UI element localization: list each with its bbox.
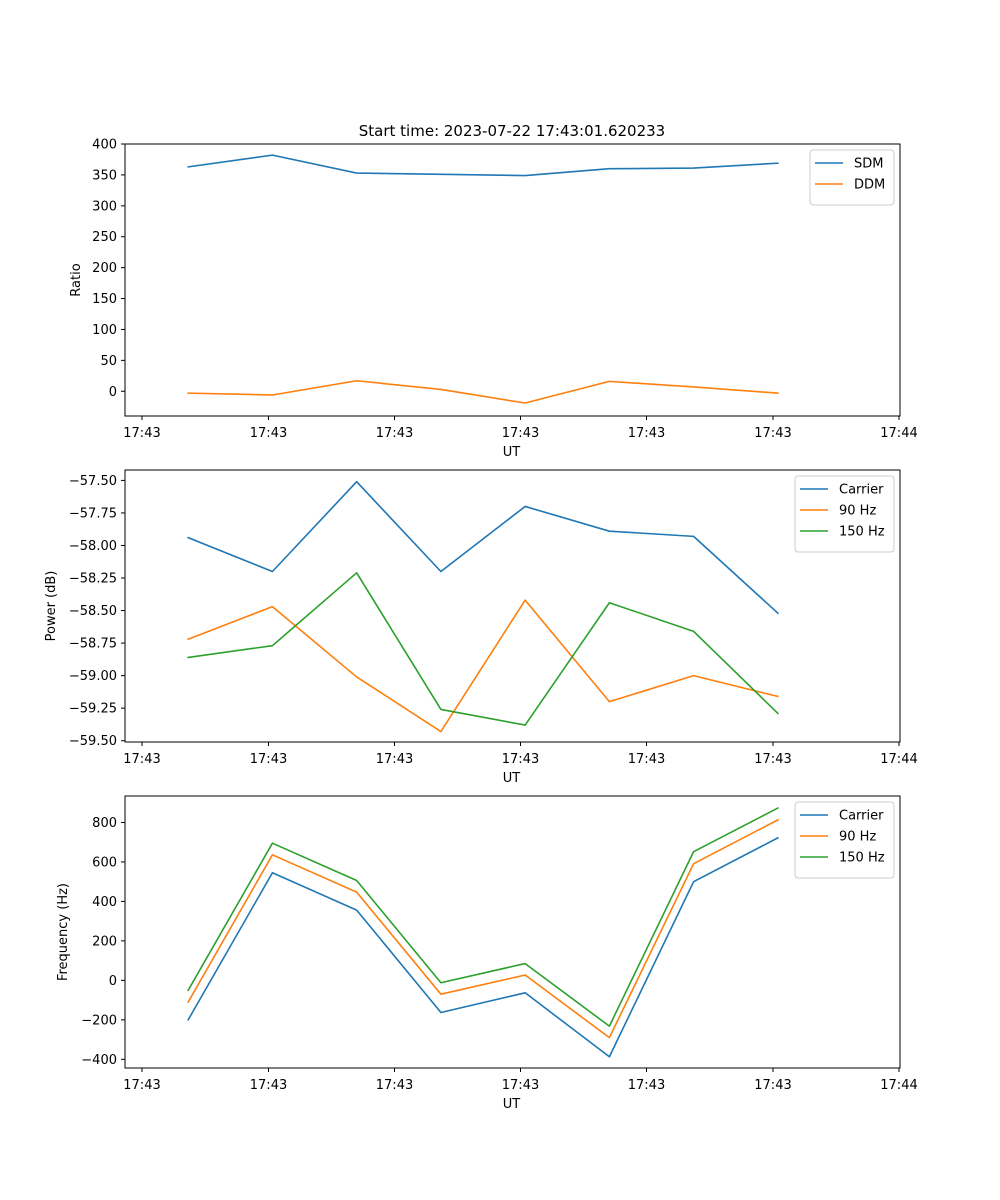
y-tick-label: 300 <box>92 199 117 214</box>
x-tick-label: 17:43 <box>502 426 539 441</box>
y-axis-label: Power (dB) <box>44 571 59 642</box>
x-tick-label: 17:43 <box>628 426 665 441</box>
x-tick-label: 17:43 <box>502 752 539 767</box>
x-axis-label: UT <box>503 771 521 786</box>
x-tick-label: 17:43 <box>123 752 160 767</box>
legend-label: 150 Hz <box>839 525 885 540</box>
y-tick-label: −57.75 <box>69 506 117 521</box>
series-line-90-hz <box>187 818 779 1039</box>
y-tick-label: 400 <box>92 138 117 153</box>
x-tick-label: 17:43 <box>754 752 791 767</box>
legend-label: 90 Hz <box>839 504 876 519</box>
y-tick-label: 0 <box>109 385 117 400</box>
y-tick-label: 350 <box>92 168 117 183</box>
x-axis-label: UT <box>503 445 521 460</box>
y-tick-label: 400 <box>92 895 117 910</box>
x-tick-label: 17:44 <box>880 1078 917 1093</box>
y-tick-label: −59.50 <box>69 734 117 749</box>
y-tick-label: 200 <box>92 261 117 276</box>
x-tick-label: 17:43 <box>376 752 413 767</box>
legend-label: DDM <box>854 178 885 193</box>
y-tick-label: −59.00 <box>69 669 117 684</box>
y-tick-label: 0 <box>109 974 117 989</box>
legend-label: 90 Hz <box>839 830 876 845</box>
legend-label: Carrier <box>839 809 884 824</box>
series-line-carrier <box>187 836 779 1058</box>
x-tick-label: 17:43 <box>123 1078 160 1093</box>
y-tick-label: −58.50 <box>69 604 117 619</box>
y-tick-label: 800 <box>92 816 117 831</box>
legend-label: 150 Hz <box>839 851 885 866</box>
legend-label: Carrier <box>839 483 884 498</box>
y-tick-label: 250 <box>92 230 117 245</box>
axes-frame <box>124 469 901 743</box>
frequency-panel: −400 −200 0 200 400 600 800 17:43 17:43 17:43 17:4… <box>56 795 918 1112</box>
series-line-150-hz <box>187 572 779 726</box>
series-line-90-hz <box>187 599 779 733</box>
ratio-panel: 0 50 100 150 200 250 300 350 400 17:43 17:43 17:43 1… <box>69 138 918 461</box>
axes-frame <box>124 143 901 417</box>
x-tick-label: 17:43 <box>628 1078 665 1093</box>
y-tick-label: −200 <box>81 1013 117 1028</box>
x-tick-label: 17:43 <box>502 1078 539 1093</box>
x-tick-label: 17:43 <box>754 1078 791 1093</box>
y-tick-label: −400 <box>81 1053 117 1068</box>
y-axis-label: Frequency (Hz) <box>56 883 71 981</box>
series-line-carrier <box>187 480 779 615</box>
y-tick-label: 600 <box>92 855 117 870</box>
x-tick-label: 17:43 <box>376 1078 413 1093</box>
x-tick-label: 17:43 <box>123 426 160 441</box>
series-line-150-hz <box>187 806 779 1027</box>
y-tick-label: 200 <box>92 934 117 949</box>
y-tick-label: −57.50 <box>69 474 117 489</box>
y-tick-label: −59.25 <box>69 702 117 717</box>
power-panel: −59.50 −59.25 −59.00 −58.75 −58.50 −58.25 −58.… <box>44 469 918 786</box>
series-line-ddm <box>187 379 779 404</box>
x-tick-label: 17:43 <box>250 426 287 441</box>
series-line-sdm <box>187 154 779 177</box>
x-tick-label: 17:44 <box>880 752 917 767</box>
y-tick-label: −58.00 <box>69 539 117 554</box>
x-axis-label: UT <box>503 1097 521 1112</box>
x-tick-label: 17:43 <box>628 752 665 767</box>
legend-box <box>794 801 895 879</box>
legend-box <box>794 475 895 553</box>
y-axis-label: Ratio <box>69 263 84 296</box>
y-tick-label: −58.75 <box>69 637 117 652</box>
figure-title: Start time: 2023-07-22 17:43:01.620233 <box>359 122 665 140</box>
x-tick-label: 17:43 <box>250 752 287 767</box>
x-tick-label: 17:43 <box>376 426 413 441</box>
axes-frame <box>124 795 901 1069</box>
legend-label: SDM <box>854 157 883 172</box>
y-tick-label: 50 <box>100 354 117 369</box>
y-tick-label: −58.25 <box>69 572 117 587</box>
x-tick-label: 17:43 <box>754 426 791 441</box>
x-tick-label: 17:44 <box>880 426 917 441</box>
y-tick-label: 100 <box>92 323 117 338</box>
x-tick-label: 17:43 <box>250 1078 287 1093</box>
y-tick-label: 150 <box>92 292 117 307</box>
